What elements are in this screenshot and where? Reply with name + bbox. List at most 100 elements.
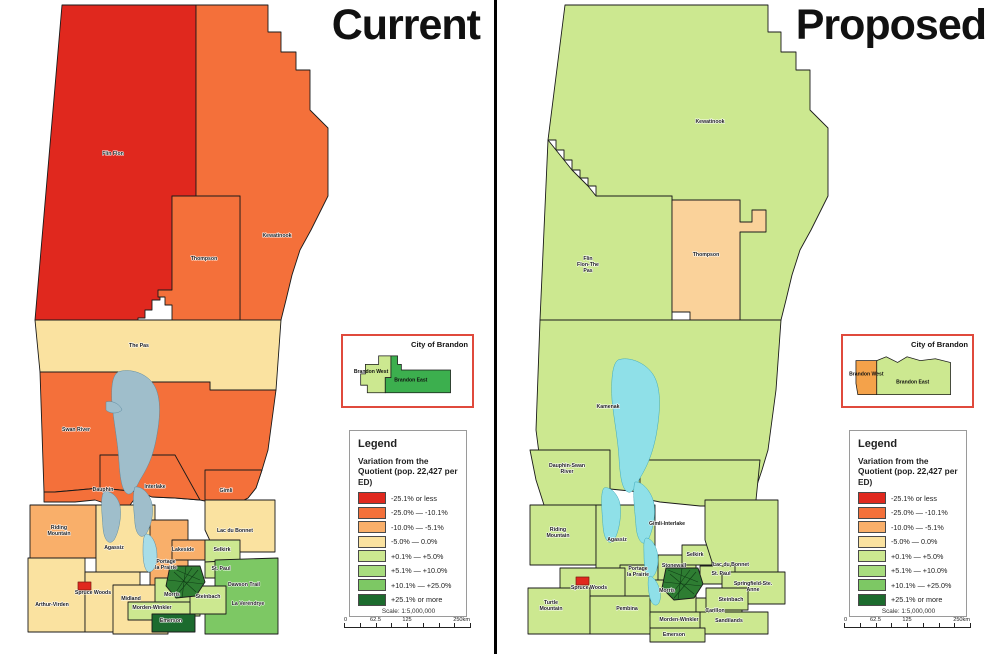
district-label: Steinbach: [196, 594, 221, 600]
scale-tick-label: 125: [402, 617, 412, 623]
legend-label: +25.1% or more: [891, 595, 943, 605]
scale-tick-label: 250km: [953, 617, 970, 623]
district-shape-selkirk-p[interactable]: [681, 544, 713, 566]
scale-tick: [407, 623, 409, 628]
district-labels-current: Flin Flon Kewatinook Thompson The Pas Swan R…: [35, 150, 293, 624]
district-label: Portage: [628, 566, 647, 572]
district-shape-thompson-p[interactable]: [671, 199, 767, 321]
legend-swatch: [858, 550, 886, 563]
district-label: Agassiz: [607, 537, 627, 543]
inset-label-brandon-west-current: Brandon West: [354, 369, 389, 375]
legend-label: +10.1% — +25.0%: [891, 580, 952, 590]
district-label: Spruce Woods: [75, 590, 111, 596]
legend-swatch: [358, 550, 386, 563]
legend-row: +5.1% — +10.0%: [858, 564, 958, 577]
district-shape-gimli-interlake[interactable]: [639, 459, 761, 507]
district-label: Mountain: [539, 606, 562, 612]
district-label: Arthur-Virden: [35, 602, 69, 608]
legend-swatch: [858, 492, 886, 505]
legend-row: -25.0% — -10.1%: [358, 506, 458, 519]
district-label: Riding: [51, 525, 67, 531]
inset-label-brandon-east-current: Brandon East: [394, 377, 427, 383]
brandon-marker-proposed[interactable]: [575, 576, 590, 586]
district-shape-gimli[interactable]: [204, 469, 263, 504]
brandon-east-shape-proposed: [876, 356, 951, 396]
district-label: Steinbach: [719, 597, 744, 603]
district-label: Gimli: [220, 488, 234, 494]
district-label: Kewatinook: [262, 233, 291, 239]
district-label: Thompson: [693, 252, 720, 258]
district-label: Springfield-Ste.: [734, 581, 773, 587]
district-label: Selkirk: [686, 552, 703, 558]
district-label: Portage: [156, 559, 175, 565]
legend-swatch: [858, 506, 886, 519]
legend-row: +0.1% — +5.0%: [858, 550, 958, 563]
legend-subheading-proposed: Variation from the Quotient (pop. 22,427…: [858, 456, 958, 487]
legend-label: +5.1% — +10.0%: [391, 566, 448, 576]
district-label: Morden-Winkler: [132, 605, 171, 611]
scale-tick: [970, 623, 972, 628]
legend-row: +0.1% — +5.0%: [358, 550, 458, 563]
legend-row: -10.0% — -5.1%: [358, 521, 458, 534]
legend-swatch: [358, 579, 386, 592]
district-label: Pas: [583, 268, 592, 274]
legend-swatch: [858, 593, 886, 606]
legend-swatch: [858, 579, 886, 592]
district-label: Morden-Winkler: [659, 617, 698, 623]
legend-current: Legend Variation from the Quotient (pop.…: [349, 430, 467, 618]
brandon-inset-current[interactable]: City of Brandon Brandon West Brandon Eas…: [341, 334, 474, 408]
district-label: Agassiz: [104, 545, 124, 551]
brandon-east-shape-current: [384, 355, 451, 394]
legend-label: -5.0% — 0.0%: [891, 537, 938, 547]
legend-row: -25.1% or less: [358, 492, 458, 505]
district-label: Morris: [659, 588, 675, 594]
legend-label: -5.0% — 0.0%: [391, 537, 438, 547]
legend-label: +0.1% — +5.0%: [891, 551, 944, 561]
legend-swatch: [858, 535, 886, 548]
legend-row: -5.0% — 0.0%: [858, 535, 958, 548]
scale-tick: [891, 623, 893, 628]
scale-bar-proposed: Scale: 1:5,000,000 0 62.5 125 250km: [841, 608, 976, 632]
district-label: Interlake: [144, 484, 165, 490]
legend-row: -10.0% — -5.1%: [858, 521, 958, 534]
district-label: Sandilands: [715, 618, 743, 624]
district-label: Riding: [550, 527, 566, 533]
district-shape-pembina[interactable]: [589, 595, 661, 635]
brandon-marker-current[interactable]: [77, 581, 92, 591]
scale-tick: [391, 623, 393, 628]
scale-tick: [859, 623, 861, 628]
scale-tick-label: 62.5: [370, 617, 381, 623]
district-shape-dauphin-swan-river[interactable]: [529, 449, 611, 506]
legend-swatch: [358, 506, 386, 519]
district-shape-thompson[interactable]: [157, 195, 241, 321]
manitoba-map-current: Flin Flon Kewatinook Thompson The Pas Swan R…: [27, 4, 329, 635]
inset-title-proposed: City of Brandon: [911, 340, 968, 349]
panel-current: Current: [0, 0, 494, 654]
district-label: Dauphin-Swan: [549, 463, 585, 469]
district-label: la Prairie: [155, 565, 177, 571]
legend-row: +5.1% — +10.0%: [358, 564, 458, 577]
legend-label: +5.1% — +10.0%: [891, 566, 948, 576]
legend-row: +10.1% — +25.0%: [358, 579, 458, 592]
legend-rows-current: -25.1% or less -25.0% — -10.1% -10.0% — -5…: [358, 492, 458, 606]
scale-tick: [875, 623, 877, 628]
district-shape-emerson-p[interactable]: [649, 627, 706, 643]
legend-swatch: [858, 521, 886, 534]
legend-subheading-current: Variation from the Quotient (pop. 22,427…: [358, 456, 458, 487]
district-shape-emerson[interactable]: [151, 613, 196, 633]
legend-label: -25.0% — -10.1%: [891, 508, 948, 518]
scale-tick-label: 62.5: [870, 617, 881, 623]
district-label: Carillon: [705, 608, 724, 614]
legend-swatch: [858, 564, 886, 577]
scale-tick-label: 0: [844, 617, 848, 623]
legend-row: -25.0% — -10.1%: [858, 506, 958, 519]
brandon-inset-proposed[interactable]: City of Brandon Brandon West Brandon Eas…: [841, 334, 974, 408]
panel-proposed: Proposed: [500, 0, 1000, 654]
district-label: Emerson: [663, 632, 685, 638]
district-shape-steinbach-p[interactable]: [705, 587, 749, 611]
scale-text-proposed: Scale: 1:5,000,000: [881, 608, 936, 615]
inset-label-brandon-west-proposed: Brandon West: [849, 372, 884, 378]
legend-heading-current: Legend: [358, 438, 398, 450]
